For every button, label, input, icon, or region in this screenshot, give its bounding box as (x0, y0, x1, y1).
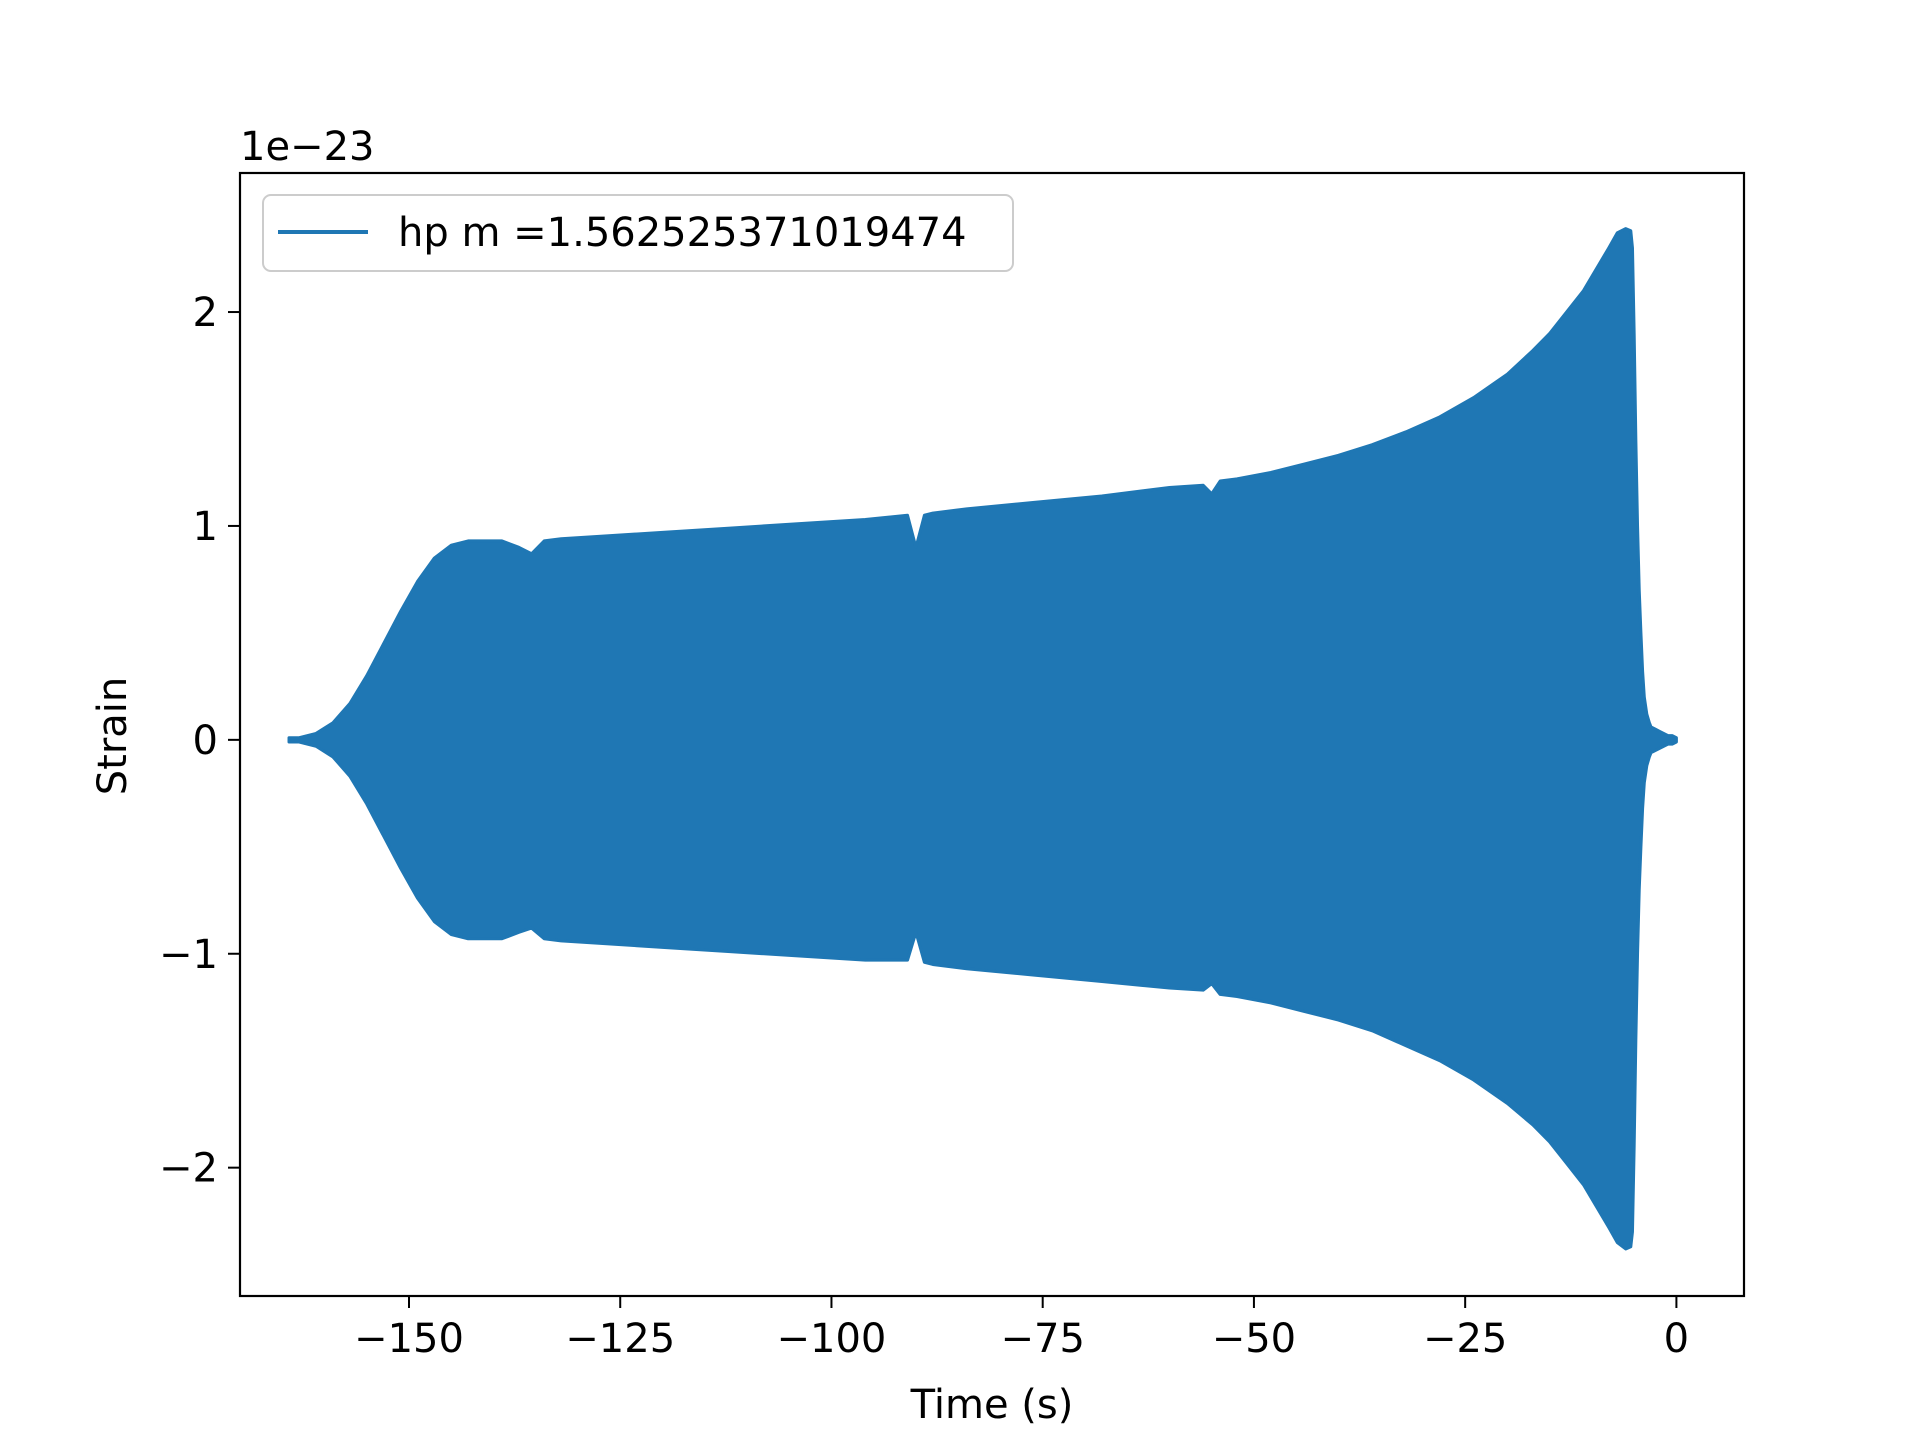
legend-box (262, 194, 1014, 272)
series-hp-waveform (287, 227, 1678, 1251)
x-tick-label: −100 (777, 1316, 887, 1362)
y-axis-label: Strain (90, 677, 136, 796)
y-tick-label: 1 (193, 504, 218, 550)
y-tick-label: 2 (193, 290, 218, 336)
y-axis-ticks: −2 −1 0 1 2 (159, 290, 240, 1192)
y-axis-offset-text: 1e−23 (240, 124, 374, 170)
x-axis-ticks: −150 −125 −100 −75 −50 −25 0 (354, 1296, 1689, 1362)
legend-entry-label: hp m =1.562525371019474 (398, 210, 967, 256)
axes-frame (238, 171, 1746, 1298)
x-tick-label: −25 (1423, 1316, 1507, 1362)
x-tick-label: −75 (1000, 1316, 1084, 1362)
x-tick-label: −150 (354, 1316, 464, 1362)
x-tick-label: −125 (565, 1316, 675, 1362)
y-tick-label: −1 (159, 932, 218, 978)
y-tick-label: 0 (193, 718, 218, 764)
legend: hp m =1.562525371019474 (262, 194, 1014, 272)
series-layer (287, 227, 1678, 1251)
x-tick-label: 0 (1664, 1316, 1689, 1362)
y-tick-label: −2 (159, 1146, 218, 1192)
x-tick-label: −50 (1212, 1316, 1296, 1362)
x-axis-label: Time (s) (910, 1382, 1074, 1428)
